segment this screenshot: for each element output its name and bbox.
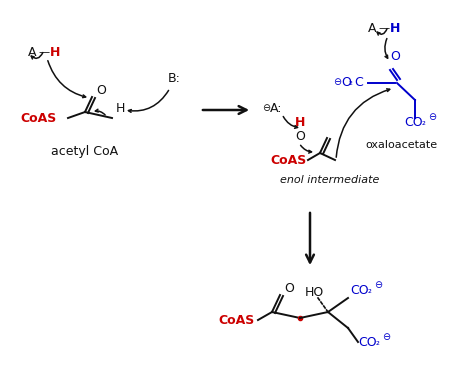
Text: A:: A: — [270, 101, 283, 115]
Text: ₂: ₂ — [349, 77, 353, 87]
Text: O: O — [390, 51, 400, 63]
Text: ₂: ₂ — [376, 337, 380, 347]
Text: CoAS: CoAS — [218, 314, 254, 326]
Text: ⊖: ⊖ — [262, 103, 270, 113]
Text: —: — — [378, 23, 389, 33]
Text: oxaloacetate: oxaloacetate — [365, 140, 437, 150]
Text: B:: B: — [168, 71, 181, 85]
Text: O: O — [284, 283, 294, 295]
Text: ⊖: ⊖ — [382, 332, 390, 342]
Text: O: O — [341, 75, 351, 89]
Text: C: C — [354, 75, 363, 89]
Text: ⊖: ⊖ — [333, 77, 341, 87]
Text: ₂: ₂ — [368, 285, 372, 295]
Text: ⊖: ⊖ — [374, 280, 382, 290]
Text: CO: CO — [358, 336, 377, 348]
Text: HO: HO — [305, 285, 324, 299]
Text: A: A — [368, 22, 376, 34]
Text: —: — — [38, 47, 49, 57]
Text: O: O — [96, 83, 106, 97]
Text: O: O — [295, 130, 305, 142]
Text: H: H — [116, 101, 126, 115]
Text: CoAS: CoAS — [20, 112, 56, 124]
Text: acetyl CoA: acetyl CoA — [52, 146, 118, 158]
Text: CoAS: CoAS — [270, 153, 306, 167]
Text: H: H — [50, 45, 60, 59]
Text: ⊖: ⊖ — [428, 112, 436, 122]
Text: ₂: ₂ — [422, 117, 426, 127]
Text: CO: CO — [350, 284, 369, 296]
Text: CO: CO — [404, 116, 423, 128]
Text: H: H — [295, 116, 305, 128]
Text: H: H — [390, 22, 401, 34]
Text: enol intermediate: enol intermediate — [280, 175, 379, 185]
Text: A: A — [28, 45, 36, 59]
